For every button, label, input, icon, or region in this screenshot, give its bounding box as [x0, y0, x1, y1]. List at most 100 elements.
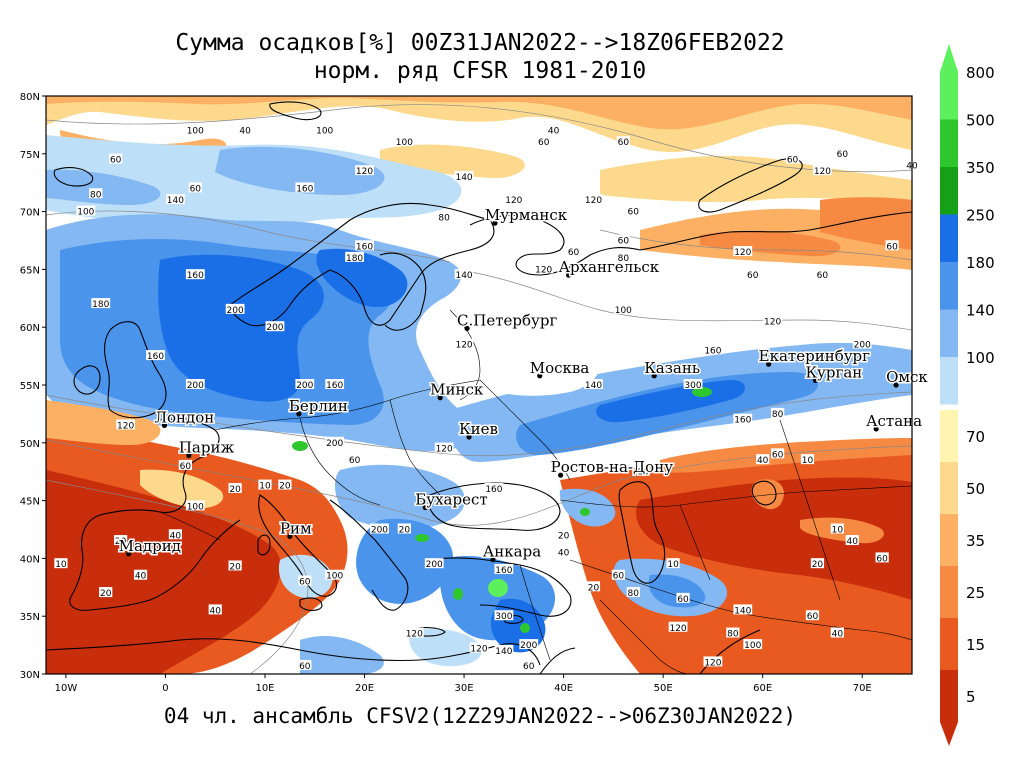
lat-tick-label: 30N — [20, 670, 40, 681]
contour-label: 200 — [426, 560, 443, 570]
contour-label: 100 — [77, 208, 94, 218]
city-label: Париж — [179, 439, 235, 457]
city-markers: Мурманск Архангельск С.Петербург Москва Каза… — [117, 205, 930, 563]
contour-label: 160 — [495, 566, 512, 576]
contour-label: 60 — [886, 242, 898, 252]
contour-label: 200 — [187, 381, 204, 391]
contour-label-bg — [763, 315, 783, 326]
contour-label-bg — [519, 639, 539, 650]
contour-label-bg — [557, 529, 571, 540]
contour-label: 20 — [399, 526, 411, 536]
contour-label: 20 — [229, 485, 241, 495]
contour-label: 40 — [757, 456, 769, 466]
contour-label: 300 — [495, 612, 512, 622]
contour-label: 80 — [628, 589, 640, 599]
colorbar-swatch — [940, 462, 958, 514]
colorbar-swatch — [940, 72, 958, 120]
city-label: Ростов-на-Дону — [551, 458, 674, 476]
contour-label-bg — [91, 298, 111, 309]
lon-tick-label: 50E — [654, 683, 673, 694]
contour-label: 200 — [296, 381, 313, 391]
contour-label-bg — [584, 379, 603, 389]
contour-label: 40 — [847, 537, 859, 547]
contour-label: 60 — [190, 184, 202, 194]
contour-label-bg — [703, 656, 723, 667]
contour-label: 120 — [585, 196, 602, 206]
colorbar-swatch — [940, 119, 958, 167]
city-marker — [422, 504, 428, 511]
contour-label-bg — [504, 194, 524, 205]
colorbar-swatch — [940, 357, 958, 405]
contour-label: 140 — [167, 196, 184, 206]
contour-label-bg — [238, 124, 252, 135]
colorbar-label: 100 — [966, 349, 995, 367]
contour-label-bg — [454, 338, 474, 349]
colorbar-label: 70 — [966, 428, 985, 446]
contour-label: 60 — [110, 156, 122, 166]
lat-tick-label: 55N — [20, 381, 40, 392]
contour-label-bg — [146, 350, 165, 361]
contour-label-bg — [228, 483, 242, 494]
contour-label: 160 — [485, 485, 502, 495]
contour-label-bg — [733, 246, 753, 257]
contour-label: 40 — [209, 606, 221, 616]
colorbar-label: 25 — [966, 584, 985, 602]
city-marker — [651, 373, 657, 379]
contour-label-bg — [557, 546, 571, 557]
contour-label: 160 — [187, 271, 204, 281]
contour-label-bg — [845, 535, 859, 546]
contour-label-bg — [703, 344, 723, 355]
colorbar-swatch — [940, 262, 958, 310]
contour-label: 200 — [854, 341, 871, 351]
lat-tick-label: 45N — [20, 497, 40, 508]
contour-label-bg — [404, 627, 424, 638]
contour-label: 200 — [520, 641, 537, 651]
contour-label: 140 — [455, 271, 472, 281]
contour-label-bg — [298, 659, 312, 670]
city-label: Киев — [459, 420, 498, 438]
lon-tick-label: 60E — [753, 683, 772, 694]
contour-label-bg — [347, 454, 362, 465]
contour-label: 20 — [279, 482, 291, 492]
contour-label: 60 — [837, 150, 849, 160]
colorbar-swatch — [940, 566, 958, 618]
contour-label: 140 — [495, 647, 512, 657]
contour-label-bg — [133, 569, 148, 580]
contour-label: 120 — [535, 265, 552, 275]
longitude-axis: 10W 0 10E 20E 30E 40E 50E 60E 70E — [55, 674, 872, 694]
lat-tick-label: 75N — [20, 150, 40, 161]
latitude-axis: 80N 75N 70N 65N 60N 55N 50N 45N 40N 35N 30N — [20, 92, 46, 681]
contour-label: 100 — [396, 138, 413, 148]
contour-label: 200 — [326, 439, 343, 449]
city-label: Омск — [886, 368, 928, 386]
contour-label-bg — [668, 621, 688, 632]
colorbar-label: 180 — [966, 254, 995, 272]
contour-label: 20 — [115, 537, 127, 547]
contour-label: 60 — [349, 456, 361, 466]
colorbar-swatch — [940, 670, 958, 722]
contour-label-bg — [168, 529, 183, 540]
contour-label: 160 — [704, 346, 721, 356]
city-label: Астана — [866, 412, 922, 430]
contour-label-bg — [494, 610, 514, 621]
contour-label: 160 — [734, 416, 751, 426]
contour-label-bg — [815, 269, 830, 280]
contour-label: 120 — [436, 445, 453, 455]
contour-label-bg — [454, 269, 474, 280]
contour-label-bg — [875, 552, 889, 563]
contour-label: 10 — [832, 526, 844, 536]
contour-label-bg — [626, 587, 640, 598]
city-marker — [287, 533, 293, 540]
contour-label: 60 — [807, 612, 819, 622]
city-marker — [466, 434, 472, 440]
contour-label-bg — [188, 182, 202, 193]
lat-tick-label: 65N — [20, 265, 40, 276]
contour-label-bg — [813, 165, 832, 176]
city-label: Курган — [805, 363, 862, 381]
lon-tick-label: 40E — [554, 683, 573, 694]
contour-label: 20 — [558, 531, 570, 541]
colorbar: 800 500 350 250 180 140 100 70 50 35 25 15 5 — [940, 44, 995, 746]
contour-label-bg — [325, 569, 345, 580]
contour-label-bg — [185, 500, 205, 511]
contour-label-bg — [494, 563, 514, 574]
